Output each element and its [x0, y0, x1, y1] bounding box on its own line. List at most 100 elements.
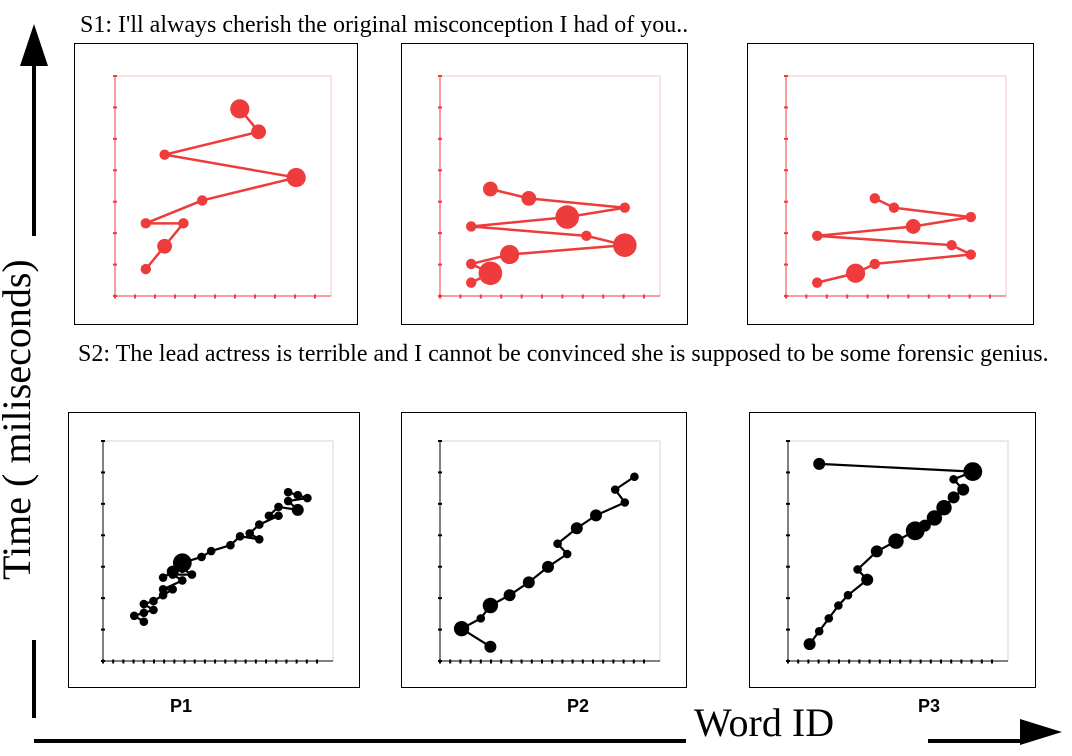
x-tick [193, 659, 196, 664]
x-tick [490, 659, 492, 664]
y-tick [786, 440, 790, 442]
data-point [926, 510, 943, 526]
x-tick [275, 659, 278, 664]
data-point [149, 596, 158, 606]
x-tick [449, 659, 452, 664]
y-arrow-head [20, 24, 48, 66]
y-tick [438, 263, 442, 266]
data-point [630, 472, 639, 482]
x-tick [459, 659, 462, 664]
x-tick [234, 294, 236, 299]
x-tick [968, 294, 971, 299]
x-tick [254, 294, 256, 299]
data-point [466, 258, 477, 270]
data-point [888, 533, 904, 549]
x-tick [112, 659, 115, 664]
x-tick [940, 659, 942, 664]
x-tick [530, 659, 533, 664]
y-tick [784, 137, 788, 140]
x-tick [807, 659, 810, 664]
y-tick [438, 106, 442, 109]
data-point [149, 605, 158, 615]
data-point [466, 277, 477, 288]
data-point [245, 529, 254, 538]
y-tick [438, 565, 442, 568]
data-point [178, 218, 189, 229]
x-tick [459, 294, 462, 299]
data-point [187, 570, 197, 579]
participant-label-p1: P1 [170, 696, 193, 716]
plot-s1-p3 [784, 75, 1007, 299]
chart-panel-s1-p3 [747, 43, 1034, 325]
data-point [581, 230, 592, 242]
y-tick [786, 471, 790, 474]
x-tick [163, 659, 166, 664]
x-tick [134, 294, 136, 299]
data-point [861, 573, 874, 586]
data-point [291, 503, 304, 516]
x-tick [797, 659, 800, 664]
data-point [484, 640, 497, 653]
x-tick [887, 294, 889, 299]
chart-panel-s1-p1 [74, 43, 358, 325]
x-tick [254, 659, 257, 664]
data-point [843, 590, 853, 600]
data-point [274, 502, 283, 512]
y-tick [784, 232, 788, 235]
x-tick [285, 659, 288, 664]
x-tick [561, 294, 564, 299]
x-tick [510, 659, 513, 664]
x-tick [479, 659, 482, 664]
series-line [815, 197, 973, 284]
x-tick [612, 659, 615, 664]
data-point [613, 233, 637, 257]
x-tick [907, 294, 910, 299]
x-tick [154, 294, 156, 299]
x-tick [817, 659, 820, 664]
data-point [846, 263, 866, 283]
y-tick [113, 75, 117, 77]
x-tick [827, 659, 830, 664]
data-point [235, 532, 245, 541]
x-tick [899, 659, 902, 664]
data-point [197, 552, 206, 562]
x-tick [152, 659, 155, 664]
y-tick [784, 106, 788, 109]
data-point [946, 239, 957, 251]
plot-s1-p2 [438, 75, 661, 299]
x-tick [848, 659, 851, 664]
data-point [226, 540, 235, 550]
x-arrow-head [1020, 719, 1062, 745]
x-tick [838, 659, 840, 664]
y-tick [438, 628, 442, 631]
x-tick [632, 659, 635, 664]
plot-s1-p1 [113, 75, 332, 299]
x-tick [194, 294, 196, 299]
x-tick [183, 659, 186, 664]
data-point [264, 511, 274, 521]
data-point [965, 249, 976, 260]
data-point [521, 190, 537, 206]
x-tick [948, 294, 951, 299]
x-tick [274, 294, 276, 299]
data-point [140, 218, 151, 229]
y-tick [784, 263, 788, 266]
y-axis-label: Time ( miliseconds) [0, 259, 39, 580]
data-point [482, 597, 499, 614]
x-tick [305, 659, 308, 664]
y-tick [438, 137, 442, 140]
x-tick [919, 659, 922, 664]
x-tick [224, 659, 227, 664]
data-point [286, 167, 306, 188]
y-tick [113, 137, 117, 140]
x-tick [551, 659, 554, 664]
x-tick [868, 659, 871, 664]
y-tick [786, 597, 790, 600]
y-tick [784, 200, 788, 203]
x-axis-label: Word ID [694, 700, 835, 745]
x-tick [643, 659, 645, 664]
data-point [466, 221, 477, 232]
data-point [936, 499, 952, 516]
y-tick [101, 565, 105, 568]
y-tick [438, 75, 442, 77]
